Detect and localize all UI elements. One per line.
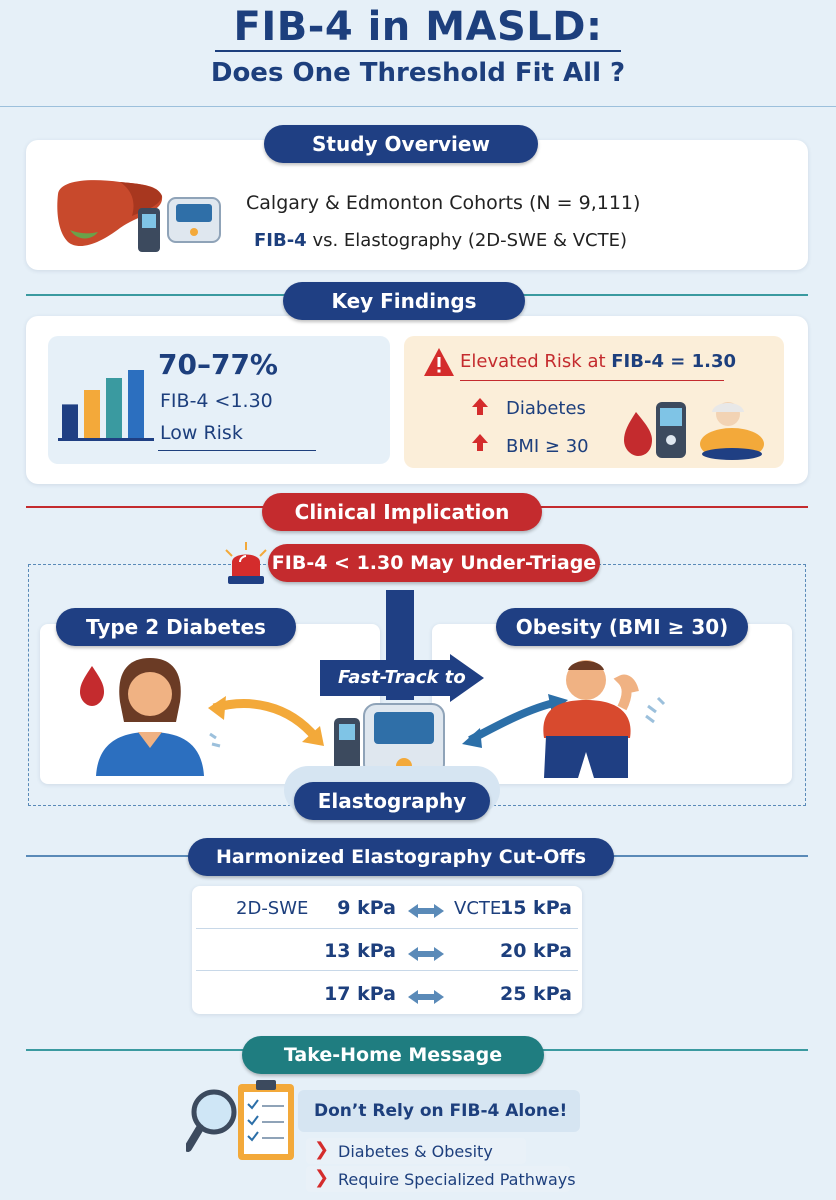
arrow-up-stem: [477, 442, 483, 451]
factor-diabetes: Diabetes: [506, 398, 586, 419]
warning-icon: [424, 348, 454, 376]
fast-track-arrow: [320, 654, 484, 702]
swe-label: 2D-SWE: [236, 898, 309, 919]
takehome-heading: Take-Home Message: [242, 1036, 544, 1074]
swe-value-2: 13 kPa: [324, 940, 396, 962]
header-divider: [0, 106, 836, 107]
elastography-device-icon: [334, 703, 445, 777]
findings-percent: 70–77%: [158, 348, 278, 381]
takehome-main-box: [298, 1090, 580, 1132]
overview-vs: vs. Elastography (2D-SWE & VCTE): [306, 230, 628, 251]
clipboard-magnifier-icon: [186, 1080, 294, 1160]
risk-underline: [158, 450, 316, 451]
page-subtitle: Does One Threshold Fit All ?: [210, 58, 626, 88]
fast-track-text: Fast-Track to: [338, 667, 466, 688]
arrow-up-stem: [477, 406, 483, 415]
clinical-heading: Clinical Implication: [262, 493, 542, 531]
takehome-point-row: [306, 1138, 526, 1164]
bar-2: [84, 390, 100, 438]
double-arrow-icon: [408, 947, 444, 961]
takehome-main: Don’t Rely on FIB-4 Alone!: [314, 1101, 568, 1121]
siren-icon: [225, 542, 267, 584]
liver-device-icon: [57, 180, 221, 252]
bar-chart-icon: [58, 370, 154, 441]
bar-1: [62, 404, 78, 438]
obesity-label: Obesity (BMI ≥ 30): [496, 608, 748, 646]
overview-heading: Study Overview: [264, 125, 538, 163]
swe-value-3: 17 kPa: [324, 983, 396, 1005]
arrow-up-icon: [472, 434, 488, 443]
chevron-right-icon: ❯: [314, 1167, 330, 1188]
woman-patient-icon: [80, 658, 221, 776]
swe-value-1: 9 kPa: [337, 897, 396, 919]
row-divider: [196, 928, 578, 929]
findings-risk: Low Risk: [160, 422, 243, 444]
cutoffs-table: [192, 886, 582, 1014]
takehome-point-row: [306, 1166, 570, 1192]
page-title: FIB-4 in MASLD:: [233, 4, 603, 50]
overview-fib4: FIB-4: [254, 230, 307, 251]
row-divider: [196, 970, 578, 971]
takehome-point1: Diabetes & Obesity: [338, 1142, 493, 1161]
title-underline: [215, 50, 621, 52]
type2-diabetes-label: Type 2 Diabetes: [56, 608, 296, 646]
factor-bmi: BMI ≥ 30: [506, 436, 589, 457]
double-arrow-icon: [408, 904, 444, 918]
double-arrow-icon: [408, 990, 444, 1004]
vcte-value-1: 15 kPa: [500, 897, 572, 919]
elevated-risk-text: Elevated Risk at FIB-4 = 1.30: [460, 351, 736, 372]
alert-banner: FIB-4 < 1.30 May Under-Triage: [268, 544, 600, 582]
bar-3: [106, 378, 122, 438]
vcte-value-3: 25 kPa: [500, 983, 572, 1005]
vcte-label: VCTE: [454, 898, 502, 919]
arrow-up-icon: [472, 398, 488, 407]
orange-double-arrow-icon: [208, 696, 324, 746]
obese-man-icon: [543, 660, 666, 778]
chevron-right-icon: ❯: [314, 1139, 330, 1160]
cutoffs-heading: Harmonized Elastography Cut-Offs: [188, 838, 614, 876]
bar-baseline: [58, 438, 154, 441]
glucometer-icon: [624, 402, 764, 460]
bar-4: [128, 370, 144, 438]
elevated-underline: [460, 380, 724, 381]
findings-heading: Key Findings: [283, 282, 525, 320]
low-risk-panel: [48, 336, 390, 464]
overview-cohorts: Calgary & Edmonton Cohorts (N = 9,111): [246, 192, 641, 214]
overview-comparison: FIB-4 vs. Elastography (2D-SWE & VCTE): [254, 230, 627, 251]
vcte-value-2: 20 kPa: [500, 940, 572, 962]
elastography-target: Elastography: [294, 782, 490, 820]
takehome-point2: Require Specialized Pathways: [338, 1170, 576, 1189]
findings-threshold: FIB-4 <1.30: [160, 390, 273, 412]
